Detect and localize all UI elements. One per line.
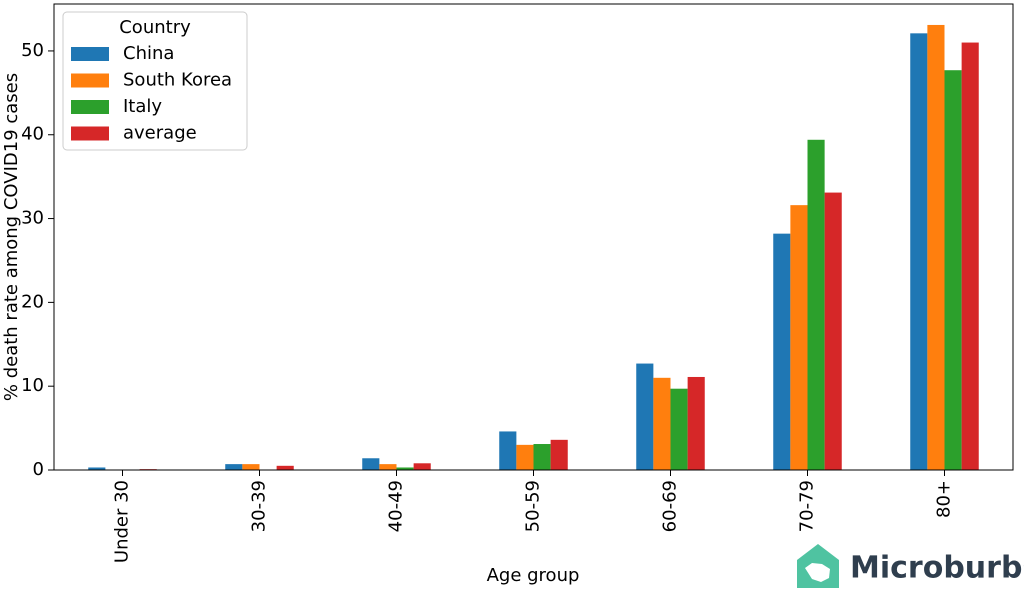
- y-tick-label: 20: [21, 291, 44, 312]
- legend-title: Country: [119, 17, 191, 38]
- legend-swatch: [71, 73, 109, 88]
- bar: [824, 192, 842, 470]
- x-tick-label: 30-39: [249, 480, 270, 532]
- bar: [225, 464, 243, 470]
- y-tick-label: 50: [21, 40, 44, 61]
- bar: [687, 376, 705, 470]
- bar: [790, 205, 808, 471]
- x-tick-label: 50-59: [523, 480, 544, 532]
- x-axis-label: Age group: [487, 565, 580, 586]
- legend-swatch: [71, 126, 109, 141]
- watermark-logo: Microburbs: [797, 544, 1024, 588]
- y-tick-label: 0: [33, 459, 44, 480]
- y-tick-label: 30: [21, 208, 44, 229]
- x-tick-label: Under 30: [112, 480, 133, 563]
- bar: [276, 465, 294, 470]
- bar: [379, 464, 397, 470]
- legend-swatch: [71, 47, 109, 61]
- x-tick-label: 80+: [934, 480, 955, 518]
- logo-map: [805, 563, 830, 582]
- x-tick-label: 40-49: [386, 480, 407, 532]
- legend-box: [62, 11, 248, 151]
- legend-label: average: [123, 123, 197, 144]
- bar: [516, 444, 534, 470]
- legend-label: South Korea: [123, 70, 232, 91]
- bar: [807, 139, 825, 470]
- legend-label: Italy: [123, 96, 162, 117]
- y-tick-label: 40: [21, 124, 44, 145]
- bar: [550, 439, 568, 470]
- bar: [636, 363, 654, 470]
- bar: [362, 458, 380, 470]
- bar: [944, 70, 962, 471]
- bar: [927, 24, 945, 470]
- bar: [242, 464, 260, 470]
- bar: [910, 33, 928, 470]
- x-tick-label: 70-79: [797, 480, 818, 532]
- bar: [670, 388, 688, 470]
- plot-frame: [53, 3, 1014, 471]
- legend: Country China South Korea Italy average: [62, 11, 248, 151]
- bar: [653, 377, 671, 470]
- bar: [499, 431, 517, 470]
- legend-label: China: [123, 43, 174, 64]
- y-axis-label: % death rate among COVID19 cases: [1, 73, 22, 401]
- watermark: Microburbs: [850, 551, 1024, 586]
- bar: [961, 42, 979, 470]
- bar: [533, 444, 551, 470]
- bar: [773, 233, 791, 470]
- legend-swatch: [71, 100, 109, 114]
- x-tick-label: 60-69: [660, 480, 681, 532]
- bar: [88, 467, 106, 470]
- bar: [396, 467, 414, 470]
- bar: [413, 463, 431, 470]
- y-tick-label: 10: [21, 375, 44, 396]
